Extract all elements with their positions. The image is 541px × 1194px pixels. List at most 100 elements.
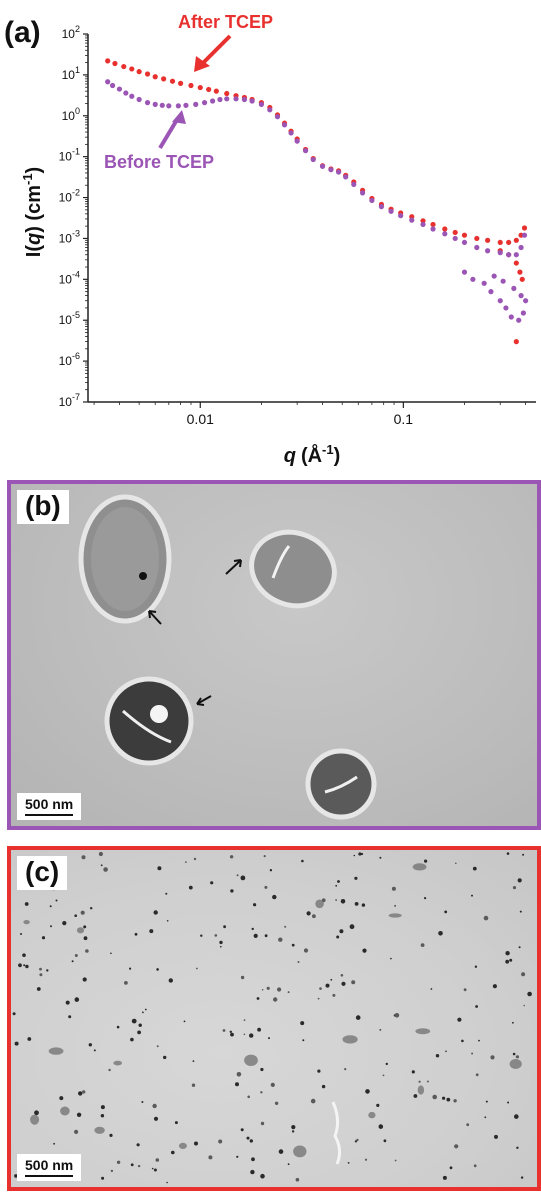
nanoparticle-dot — [442, 1096, 446, 1100]
nanoparticle-dot — [430, 988, 433, 990]
nanoparticle-dot — [269, 869, 273, 872]
particle-cluster — [342, 1035, 358, 1044]
nanoparticle-dot — [247, 1095, 250, 1099]
nanoparticle-dot — [287, 991, 290, 994]
series-0-point-40 — [452, 229, 458, 236]
nanoparticle-dot — [360, 852, 364, 856]
series-1-point-54 — [488, 289, 494, 295]
nanoparticle-dot — [354, 902, 359, 906]
particle-cluster — [415, 1028, 431, 1035]
nanoparticle-dot — [156, 968, 159, 971]
nanoparticle-dot — [364, 1158, 368, 1161]
tem-image-b-drawing — [78, 494, 377, 820]
x-tick-label-0: 0.01 — [187, 411, 214, 427]
series-1-point-9 — [166, 103, 172, 109]
vesicle-1 — [78, 494, 172, 624]
nanoparticle-dot — [260, 1067, 264, 1072]
particle-cluster — [244, 1054, 258, 1066]
y-tick-label-6: 10-4 — [59, 269, 80, 286]
nanoparticle-dot — [80, 910, 85, 915]
series-0-point-48 — [521, 225, 528, 231]
nanoparticle-dot — [492, 984, 497, 989]
series-0-point-37 — [420, 218, 426, 224]
nanoparticle-dot — [163, 1055, 167, 1060]
nanoparticle-dot — [287, 1163, 290, 1166]
nanoparticle-dot — [522, 853, 525, 856]
nanoparticle-dot — [108, 1068, 111, 1072]
annotation-after-label: After TCEP — [178, 12, 273, 32]
nanoparticle-dot — [435, 1054, 440, 1058]
nanoparticle-dot — [291, 943, 295, 947]
panel-b-scale-line — [25, 814, 74, 816]
particle-cluster — [113, 1060, 122, 1066]
nanoparticle-dot — [354, 1140, 357, 1143]
series-1-point-34 — [369, 197, 375, 204]
vesicle-3 — [104, 676, 194, 766]
panel-b-arrows — [148, 559, 242, 706]
particle-cluster — [315, 899, 324, 909]
panel-c-scale-line — [25, 1175, 74, 1177]
series-1-point-61 — [491, 273, 497, 279]
nanoparticle-dot — [505, 959, 510, 964]
series-1-point-41 — [442, 231, 448, 237]
nanoparticle-dot — [251, 927, 254, 931]
nanoparticle-dot — [358, 852, 362, 856]
nanoparticle-dot — [185, 861, 187, 863]
series-1-point-16 — [224, 96, 230, 102]
nanoparticle-dot — [424, 859, 428, 863]
nanoparticle-dot — [297, 961, 300, 963]
series-1-point-38 — [409, 217, 415, 223]
nanoparticle-dot — [394, 1159, 397, 1162]
series-0-point-53 — [519, 276, 525, 282]
nanoparticle-dot — [475, 1073, 479, 1077]
nanoparticle-dot — [93, 1049, 96, 1052]
nanoparticle-dot — [413, 1094, 418, 1098]
nanoparticle-dot — [220, 945, 222, 948]
particle-cluster — [368, 1111, 376, 1119]
nanoparticle-dot — [223, 925, 227, 929]
particle-cluster — [293, 1145, 307, 1158]
nanoparticle-dot — [74, 954, 78, 957]
series-1-point-22 — [274, 114, 281, 120]
series-1-point-51 — [461, 269, 468, 275]
series-1-point-13 — [201, 100, 208, 106]
nanoparticle-dot — [12, 1012, 16, 1016]
series-0-point-13 — [213, 88, 219, 94]
nanoparticle-dot — [68, 1015, 72, 1019]
series-1-point-60 — [523, 298, 529, 304]
nanoparticle-dot — [110, 952, 112, 955]
nanoparticle-dot — [50, 925, 52, 928]
nanoparticle-dot — [82, 1090, 86, 1094]
nanoparticle-dot — [23, 964, 26, 967]
series-0-point-43 — [485, 237, 491, 243]
chart-plot-area: 102 101 100 10-1 10-2 10-3 10-4 10-5 10-6 10-7 0.0… — [59, 24, 536, 427]
nanoparticle-dot — [523, 1004, 525, 1007]
nanoparticle-dot — [379, 856, 382, 859]
particle-cluster — [60, 1106, 70, 1116]
nanoparticle-dot — [153, 910, 158, 915]
nanoparticle-dot — [129, 967, 132, 970]
nanoparticle-dot — [240, 975, 245, 980]
nanoparticle-dot — [365, 1089, 370, 1094]
nanoparticle-dot — [382, 1074, 385, 1077]
series-1-point-24 — [288, 130, 294, 136]
nanoparticle-dot — [76, 1112, 82, 1117]
y-tick-label-0: 102 — [62, 24, 80, 41]
series-1-point-31 — [343, 174, 349, 180]
annotation-before-arrow — [158, 116, 180, 150]
x-tick-label-1: 0.1 — [394, 411, 414, 427]
tem-panel-c: (c) 500 nm — [7, 846, 541, 1191]
nanoparticle-dot — [438, 931, 443, 936]
nanoparticle-dot — [253, 933, 258, 938]
nanoparticle-dot — [88, 1043, 93, 1047]
nanoparticle-dot — [517, 878, 522, 883]
nanoparticle-dot — [335, 884, 338, 887]
series-1-point-64 — [518, 293, 524, 299]
nanoparticle-dot — [376, 1103, 380, 1107]
nanoparticle-dot — [284, 925, 287, 928]
series-1-point-26 — [302, 148, 309, 154]
nanoparticle-dot — [214, 934, 218, 937]
y-tick-label-5: 10-3 — [59, 228, 80, 245]
nanoparticle-dot — [22, 953, 26, 957]
nanoparticle-dot — [335, 899, 337, 901]
